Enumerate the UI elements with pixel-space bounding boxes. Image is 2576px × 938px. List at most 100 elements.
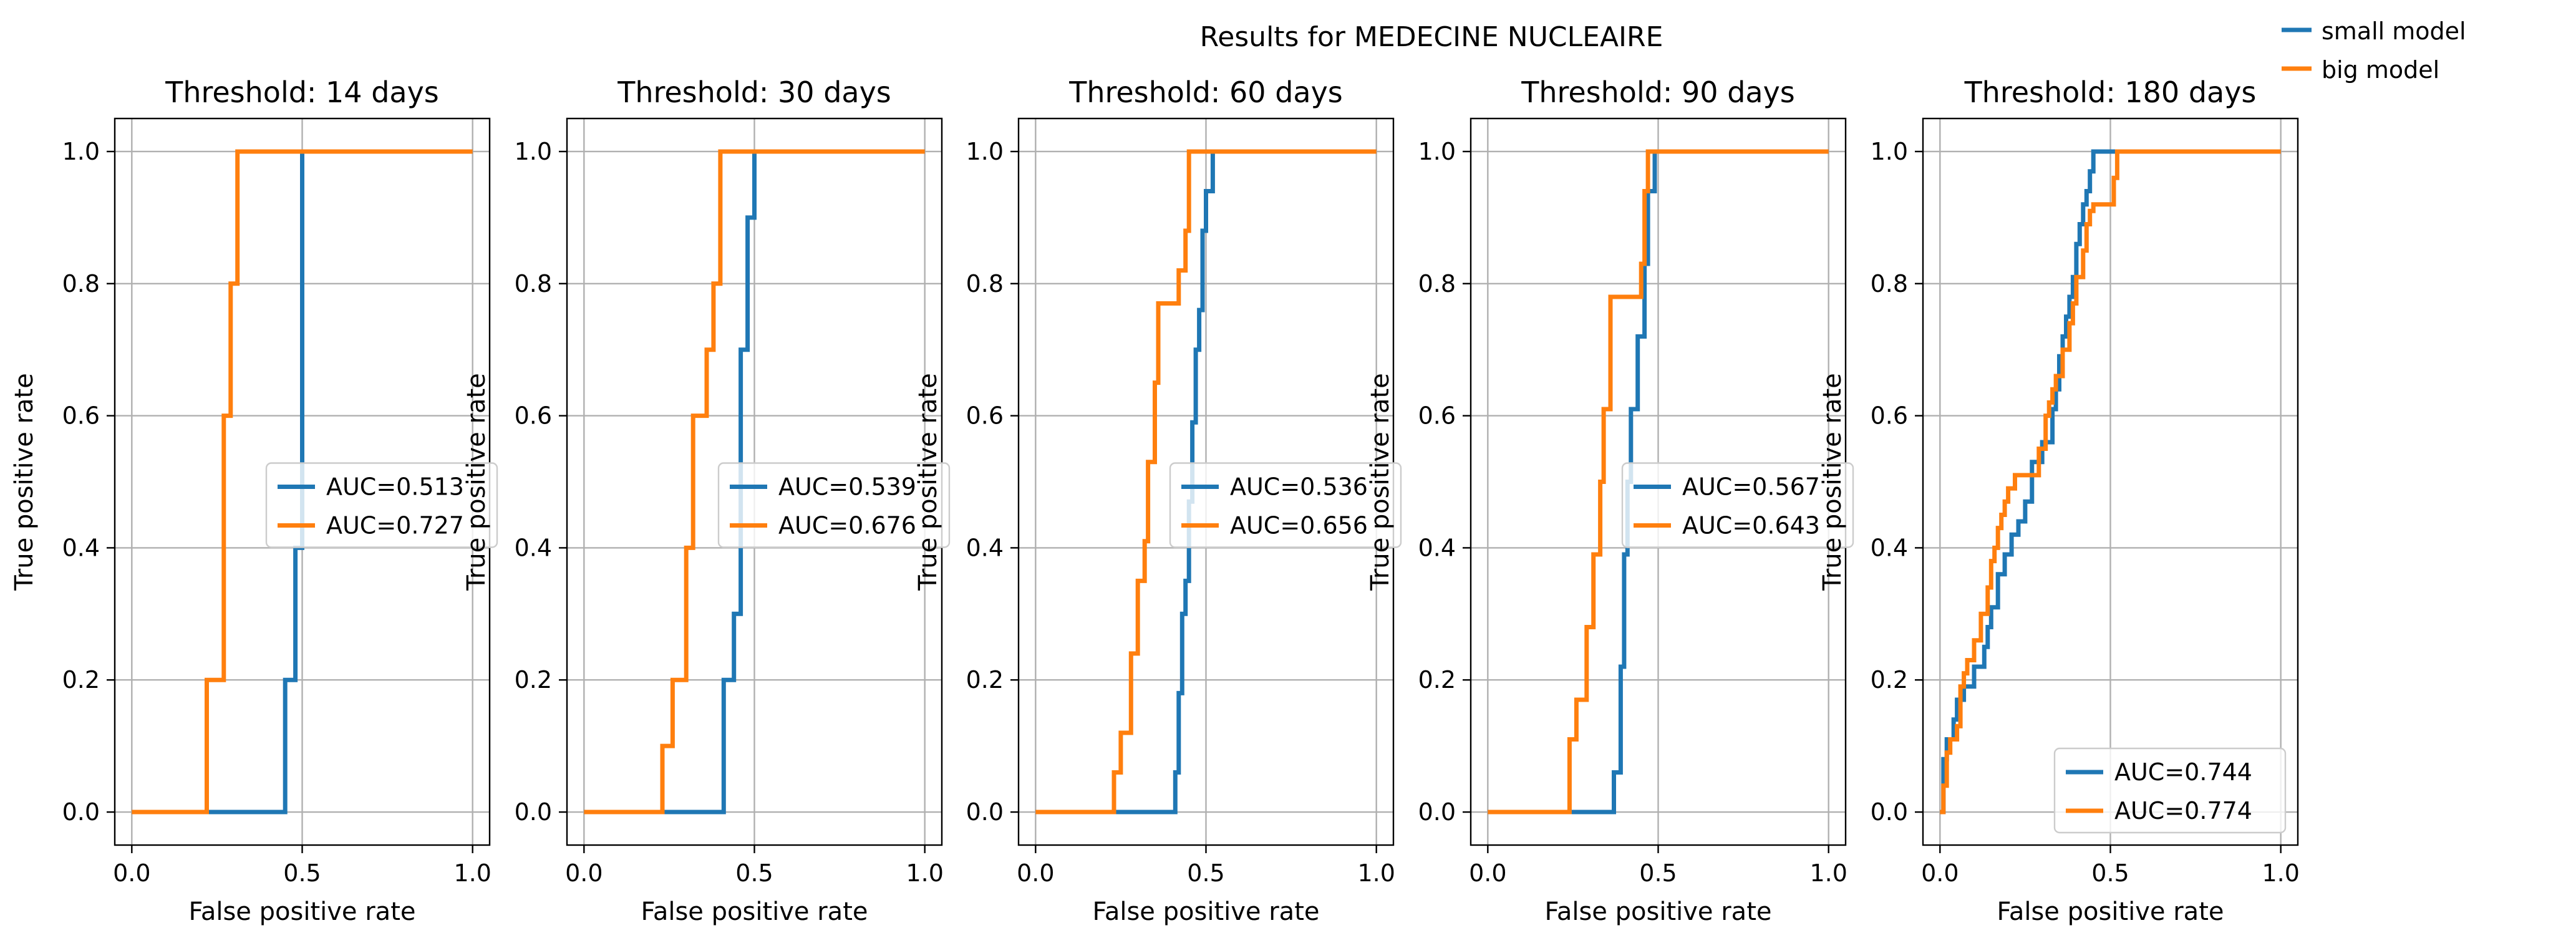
legend-label: AUC=0.774 bbox=[2114, 797, 2252, 824]
y-axis-label: True positive rate bbox=[1366, 373, 1395, 591]
y-tick-label: 0.6 bbox=[1871, 402, 1908, 430]
x-tick-label: 0.0 bbox=[565, 859, 603, 887]
figure-legend: small model big model bbox=[2282, 17, 2466, 84]
y-tick-label: 0.4 bbox=[1418, 534, 1456, 561]
y-tick-label: 1.0 bbox=[515, 138, 552, 165]
y-tick-label: 0.6 bbox=[966, 402, 1004, 430]
x-tick-label: 0.5 bbox=[735, 859, 773, 887]
legend-frame bbox=[265, 462, 498, 548]
y-tick-label: 0.8 bbox=[62, 270, 100, 297]
x-tick-label: 0.5 bbox=[283, 859, 321, 887]
y-tick-label: 0.8 bbox=[1418, 270, 1456, 297]
y-tick-label: 0.4 bbox=[515, 534, 552, 561]
legend-label: AUC=0.539 bbox=[778, 473, 916, 501]
legend-label: AUC=0.744 bbox=[2114, 758, 2252, 786]
y-tick-label: 0.0 bbox=[515, 798, 552, 826]
legend-label: AUC=0.656 bbox=[1230, 512, 1368, 539]
legend-frame bbox=[1621, 462, 1854, 548]
y-tick-label: 1.0 bbox=[1871, 138, 1908, 165]
subplot-1: 0.0 0.5 1.0 0.0 0.2 0.4 0.6 0.8 1.0 Threshold: 14… bbox=[10, 75, 498, 926]
legend-label: AUC=0.567 bbox=[1682, 473, 1820, 501]
roc-curve-small-model bbox=[1035, 149, 1377, 815]
legend-label: AUC=0.727 bbox=[326, 512, 464, 539]
roc-curve-big-model bbox=[132, 149, 473, 815]
x-tick-label: 1.0 bbox=[906, 859, 943, 887]
legend-frame bbox=[717, 462, 951, 548]
y-tick-label: 1.0 bbox=[966, 138, 1004, 165]
y-tick-label: 0.4 bbox=[62, 534, 100, 561]
y-tick-label: 0.2 bbox=[515, 666, 552, 694]
x-tick-label: 1.0 bbox=[1809, 859, 1847, 887]
subplot-legend: AUC=0.536 AUC=0.656 bbox=[1169, 462, 1402, 548]
figure-title: Results for MEDECINE NUCLEAIRE bbox=[1200, 21, 1663, 53]
figure-legend-label-small-model: small model bbox=[2322, 17, 2466, 45]
roc-curve-small-model bbox=[1940, 149, 2281, 815]
roc-curve-small-model bbox=[1488, 149, 1829, 815]
x-axis-label: False positive rate bbox=[1093, 897, 1320, 926]
subplot-title: Threshold: 90 days bbox=[1521, 75, 1795, 109]
x-axis-label: False positive rate bbox=[641, 897, 868, 926]
x-tick-label: 1.0 bbox=[1357, 859, 1395, 887]
x-tick-label: 0.0 bbox=[1921, 859, 1959, 887]
subplot-title: Threshold: 180 days bbox=[1964, 75, 2257, 109]
x-tick-label: 1.0 bbox=[2262, 859, 2299, 887]
subplots: 0.0 0.5 1.0 0.0 0.2 0.4 0.6 0.8 1.0 Threshold: 14… bbox=[10, 75, 2300, 926]
subplot-legend: AUC=0.513 AUC=0.727 bbox=[265, 462, 498, 548]
x-tick-label: 0.5 bbox=[1187, 859, 1224, 887]
subplot-legend: AUC=0.744 AUC=0.774 bbox=[2053, 747, 2287, 834]
legend-label: AUC=0.643 bbox=[1682, 512, 1820, 539]
subplot-title: Threshold: 14 days bbox=[165, 75, 439, 109]
y-tick-label: 0.8 bbox=[1871, 270, 1908, 297]
y-axis-label: True positive rate bbox=[462, 373, 491, 591]
x-axis-label: False positive rate bbox=[1545, 897, 1772, 926]
roc-curve-big-model bbox=[1488, 149, 1829, 815]
roc-curve-big-model bbox=[1035, 149, 1377, 815]
x-tick-label: 0.0 bbox=[1017, 859, 1054, 887]
figure-legend-label-big-model: big model bbox=[2322, 56, 2439, 84]
y-axis-label: True positive rate bbox=[10, 373, 39, 591]
subplot-legend: AUC=0.539 AUC=0.676 bbox=[717, 462, 951, 548]
roc-curve-big-model bbox=[1940, 149, 2281, 815]
x-axis-label: False positive rate bbox=[189, 897, 416, 926]
x-tick-label: 0.5 bbox=[1639, 859, 1677, 887]
x-tick-label: 0.0 bbox=[113, 859, 150, 887]
subplot-5: 0.0 0.5 1.0 0.0 0.2 0.4 0.6 0.8 1.0 Threshold: 18… bbox=[1818, 75, 2300, 926]
y-tick-label: 0.6 bbox=[62, 402, 100, 430]
y-tick-label: 0.4 bbox=[1871, 534, 1908, 561]
y-tick-label: 0.0 bbox=[966, 798, 1004, 826]
y-axis-label: True positive rate bbox=[1818, 373, 1847, 591]
y-tick-label: 0.2 bbox=[1418, 666, 1456, 694]
legend-label: AUC=0.676 bbox=[778, 512, 916, 539]
y-tick-label: 0.4 bbox=[966, 534, 1004, 561]
legend-frame bbox=[2053, 747, 2287, 834]
y-tick-label: 0.8 bbox=[515, 270, 552, 297]
y-tick-label: 1.0 bbox=[62, 138, 100, 165]
roc-curve-small-model bbox=[132, 149, 473, 815]
subplot-legend: AUC=0.567 AUC=0.643 bbox=[1621, 462, 1854, 548]
y-tick-label: 1.0 bbox=[1418, 138, 1456, 165]
y-tick-label: 0.8 bbox=[966, 270, 1004, 297]
y-tick-label: 0.0 bbox=[62, 798, 100, 826]
y-tick-label: 0.6 bbox=[515, 402, 552, 430]
legend-frame bbox=[1169, 462, 1402, 548]
y-tick-label: 0.0 bbox=[1871, 798, 1908, 826]
x-tick-label: 0.0 bbox=[1469, 859, 1506, 887]
y-tick-label: 0.6 bbox=[1418, 402, 1456, 430]
subplot-3: 0.0 0.5 1.0 0.0 0.2 0.4 0.6 0.8 1.0 Threshold: 60… bbox=[914, 75, 1402, 926]
subplot-4: 0.0 0.5 1.0 0.0 0.2 0.4 0.6 0.8 1.0 Threshold: 90… bbox=[1366, 75, 1854, 926]
x-axis-label: False positive rate bbox=[1997, 897, 2224, 926]
subplot-title: Threshold: 60 days bbox=[1068, 75, 1343, 109]
y-tick-label: 0.2 bbox=[62, 666, 100, 694]
y-axis-label: True positive rate bbox=[914, 373, 942, 591]
roc-curve-big-model bbox=[584, 149, 925, 815]
legend-label: AUC=0.513 bbox=[326, 473, 464, 501]
y-tick-label: 0.0 bbox=[1418, 798, 1456, 826]
x-tick-label: 0.5 bbox=[2091, 859, 2129, 887]
legend-label: AUC=0.536 bbox=[1230, 473, 1368, 501]
subplot-title: Threshold: 30 days bbox=[617, 75, 891, 109]
y-tick-label: 0.2 bbox=[966, 666, 1004, 694]
x-tick-label: 1.0 bbox=[453, 859, 491, 887]
subplot-2: 0.0 0.5 1.0 0.0 0.2 0.4 0.6 0.8 1.0 Threshold: 30… bbox=[462, 75, 951, 926]
y-tick-label: 0.2 bbox=[1871, 666, 1908, 694]
